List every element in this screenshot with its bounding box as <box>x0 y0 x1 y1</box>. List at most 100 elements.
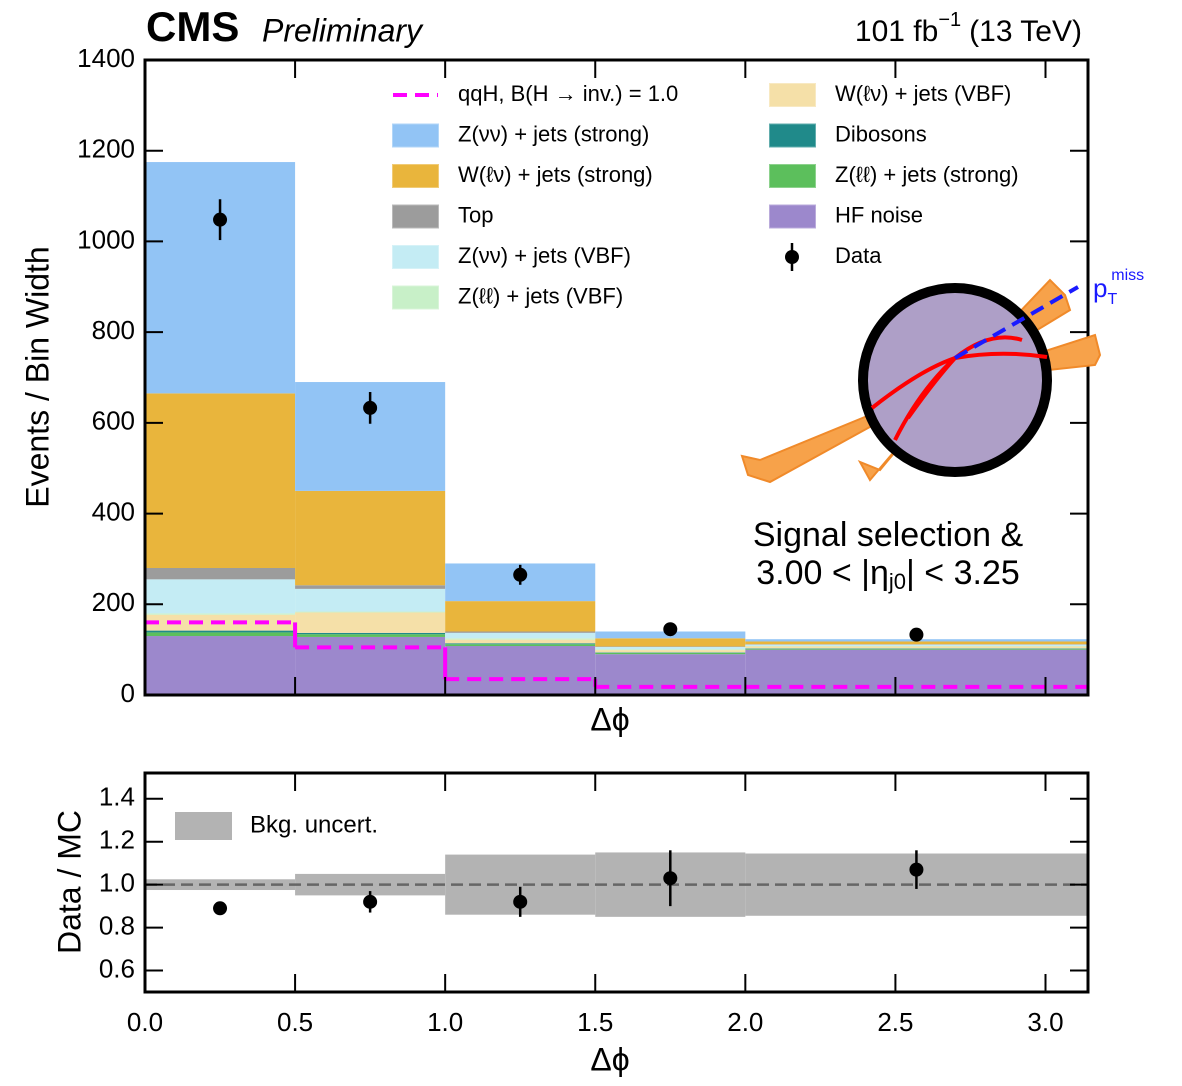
annotation: Signal selection & <box>753 516 1024 554</box>
histogram-bar <box>295 612 446 633</box>
data-point <box>909 627 924 642</box>
data-point <box>909 862 924 877</box>
x-tick-label: 0.5 <box>277 1007 313 1037</box>
histogram-bar <box>445 646 596 695</box>
histogram-bar <box>145 630 296 633</box>
legend-marker <box>392 245 439 269</box>
data-point <box>213 212 228 227</box>
legend-label: W(ℓν) + jets (strong) <box>458 162 653 187</box>
histogram-bar <box>745 641 1088 645</box>
histogram-bar <box>595 649 746 651</box>
data-point <box>513 567 528 582</box>
histogram-bar <box>145 162 296 394</box>
data-point <box>363 894 378 909</box>
histogram-bar <box>445 639 596 644</box>
data-point <box>363 400 378 415</box>
plot-frame <box>143 771 1090 994</box>
legend-marker <box>769 83 816 107</box>
legend-label: Dibosons <box>835 121 927 146</box>
legend-label: qqH, B(H → inv.) = 1.0 <box>458 81 678 106</box>
legend-label: Z(νν) + jets (strong) <box>458 121 649 146</box>
histogram-bar <box>145 613 296 615</box>
legend-label: Data <box>835 243 882 268</box>
met-p: p <box>1093 273 1107 303</box>
legend-marker <box>392 164 439 188</box>
histogram-bar <box>595 638 746 647</box>
y-tick-label: 1400 <box>77 43 135 73</box>
histogram-bar <box>145 568 296 580</box>
y-tick-label: 600 <box>92 406 135 436</box>
histogram-bar <box>295 490 446 586</box>
y-tick-label: 0 <box>121 678 135 708</box>
legend-marker <box>769 164 816 188</box>
legend-label: Z(νν) + jets (VBF) <box>458 243 631 268</box>
met-sub: T <box>1107 291 1117 308</box>
histogram-bar <box>445 643 596 645</box>
y-tick-label: 200 <box>92 587 135 617</box>
lumi-energy: (13 TeV) <box>969 15 1082 48</box>
annotation-part: | < 3.25 <box>906 554 1020 592</box>
legend-label: Z(ℓℓ) + jets (strong) <box>835 162 1019 187</box>
histogram-bar <box>445 644 596 647</box>
ratio-x-axis-title: Δϕ <box>590 1041 629 1077</box>
histogram-bar <box>295 588 446 612</box>
y-tick-label: 1.2 <box>99 825 135 855</box>
detector <box>858 283 1052 477</box>
y-tick-label: 0.6 <box>99 953 135 983</box>
y-tick-label: 1000 <box>77 224 135 254</box>
annotation-part: 3.00 < |η <box>756 554 889 592</box>
histogram-bar <box>295 585 446 589</box>
status-label: Preliminary <box>262 12 424 48</box>
plot-layers: 0 200 400 600 800 1000 1200 1400 qqH, B(H → inv.… <box>77 43 1090 1037</box>
histogram-bar <box>445 638 596 640</box>
x-tick-label: 1.5 <box>577 1007 613 1037</box>
met-sup: miss <box>1111 267 1144 284</box>
histogram-bar <box>745 646 1088 649</box>
data-point <box>213 901 228 916</box>
data-point <box>663 622 678 637</box>
histogram-bar <box>145 579 296 614</box>
histogram-bar <box>295 634 446 637</box>
histogram-bar <box>745 644 1088 647</box>
lumi-exponent: −1 <box>938 9 961 31</box>
y-tick-label: 400 <box>92 496 135 526</box>
plot-frame <box>143 58 1090 697</box>
y-tick-label: 0.8 <box>99 910 135 940</box>
x-tick-label: 0.0 <box>127 1007 163 1037</box>
lumi-label: 101 fb−1 (13 TeV) <box>855 9 1082 48</box>
legend-label: W(ℓν) + jets (VBF) <box>835 81 1011 106</box>
track <box>870 356 956 410</box>
legend-marker <box>769 123 816 148</box>
y-tick-label: 1.0 <box>99 868 135 898</box>
y-tick-label: 1200 <box>77 134 135 164</box>
histogram-bar <box>595 654 746 695</box>
annotation-sub: j0 <box>888 569 906 594</box>
x-tick-label: 2.0 <box>727 1007 763 1037</box>
histogram-bar <box>445 631 596 633</box>
histogram-bar <box>595 650 746 653</box>
legend-label: Top <box>458 202 493 227</box>
histogram-bar <box>595 652 746 655</box>
data-point <box>663 871 678 886</box>
tracks <box>870 335 1048 441</box>
legend-label: HF noise <box>835 202 923 227</box>
histogram-bar <box>145 632 296 637</box>
x-tick-label: 2.5 <box>877 1007 913 1037</box>
met-arrow <box>954 285 1079 360</box>
track <box>954 351 1048 360</box>
histogram-bar <box>145 636 296 695</box>
histogram-bar <box>595 646 746 650</box>
x-axis-title: Δϕ <box>590 701 629 737</box>
annotation: 3.00 < |ηj0| < 3.25 <box>756 554 1020 594</box>
legend-marker <box>769 204 816 229</box>
legend-marker <box>175 812 232 840</box>
y-axis-title: Events / Bin Width <box>19 246 55 507</box>
legend-label: Z(ℓℓ) + jets (VBF) <box>458 283 623 308</box>
histogram-bar <box>745 648 1088 650</box>
histogram-bar <box>295 611 446 613</box>
met-label: pTmiss <box>1093 267 1144 308</box>
histogram-bar <box>445 632 596 639</box>
legend-marker <box>392 204 439 229</box>
event-display: pTmiss <box>740 267 1144 484</box>
y-tick-label: 1.4 <box>99 782 135 812</box>
